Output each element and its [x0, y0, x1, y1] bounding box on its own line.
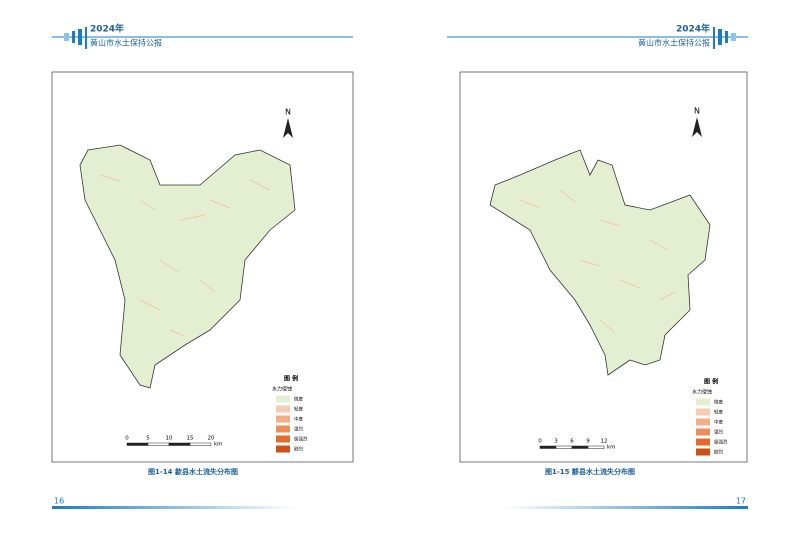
scale-segment [539, 445, 557, 449]
scale-unit: km [214, 442, 223, 448]
north-arrow [692, 117, 702, 137]
legend-subtitle: 水力侵蚀 [692, 389, 712, 396]
scale-label: 5 [146, 436, 150, 442]
scale-label: 0 [125, 436, 129, 442]
scale-segment [555, 445, 573, 449]
legend-swatch [276, 415, 290, 423]
north-label: N [694, 107, 700, 116]
legend-label: 强烈 [294, 426, 303, 433]
page-number: 16 [54, 497, 64, 506]
legend-label: 剧烈 [294, 446, 303, 453]
legend-swatch [696, 418, 710, 426]
scale-label: 10 [166, 436, 173, 442]
scale-label: 15 [187, 436, 194, 442]
legend-label: 轻度 [294, 406, 303, 413]
scale-segment [189, 442, 212, 446]
legend-title: 图 例 [704, 378, 718, 386]
header-year: 2024年 [90, 23, 124, 35]
scale-label: 0 [538, 439, 542, 445]
scale-segment [168, 442, 191, 446]
legend-swatch [276, 435, 290, 443]
footer-bar [503, 506, 748, 509]
figure-caption: 图1-14 歙县水土流失分布图 [148, 467, 238, 476]
legend-label: 中度 [714, 419, 723, 426]
scale-unit: km [607, 445, 616, 451]
header-title: 黄山市水土保持公报 [638, 38, 710, 48]
legend-swatch [696, 398, 710, 406]
legend-label: 剧烈 [714, 449, 723, 456]
legend-label: 极强烈 [714, 439, 728, 446]
header-right: 2024年 黄山市水土保持公报 [447, 23, 748, 49]
legend-swatch [276, 445, 290, 453]
scale-label: 9 [586, 439, 590, 445]
north-arrow [283, 118, 293, 138]
legend-swatch [276, 405, 290, 413]
north-label: N [285, 108, 291, 117]
erosion-texture [99, 174, 676, 337]
county-shape [79, 144, 296, 389]
legend-subtitle: 水力侵蚀 [272, 386, 292, 393]
legend-title: 图 例 [284, 375, 298, 383]
legend-label: 微度 [294, 396, 303, 403]
legend-swatch [696, 438, 710, 446]
footer-bar [52, 506, 297, 509]
scale-label: 6 [570, 439, 574, 445]
scale-segment [126, 442, 149, 446]
legend-label: 极强烈 [294, 436, 308, 443]
legend-swatch [696, 408, 710, 416]
legend-swatch [276, 395, 290, 403]
legend-label: 中度 [294, 416, 303, 423]
header-year: 2024年 [676, 23, 710, 35]
legend-swatch [696, 448, 710, 456]
legend-swatch [276, 425, 290, 433]
scale-label: 12 [601, 439, 608, 445]
scale-segment [587, 445, 605, 449]
page-number: 17 [736, 497, 746, 506]
county-shape [489, 149, 711, 376]
scale-label: 3 [554, 439, 558, 445]
scale-segment [571, 445, 589, 449]
legend-label: 轻度 [714, 409, 723, 416]
legend-label: 微度 [714, 399, 723, 406]
legend-label: 强烈 [714, 429, 723, 436]
header-title: 黄山市水土保持公报 [90, 38, 162, 48]
legend-swatch [696, 428, 710, 436]
header-left: 2024年 黄山市水土保持公报 [52, 23, 353, 49]
figure-caption: 图1-15 黟县水土流失分布图 [545, 467, 635, 476]
scale-label: 20 [208, 436, 215, 442]
scale-segment [147, 442, 170, 446]
